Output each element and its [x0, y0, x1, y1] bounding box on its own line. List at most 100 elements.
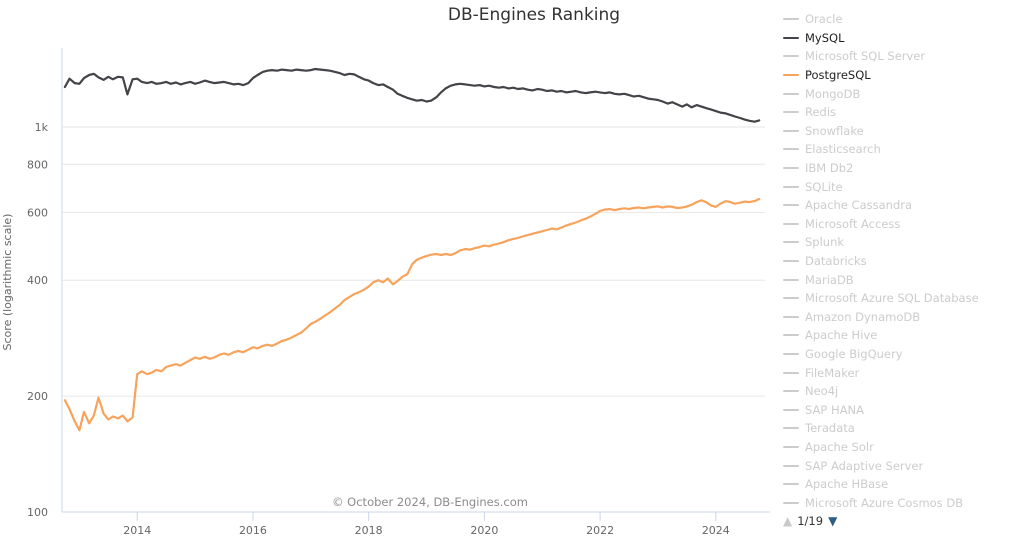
- legend-item-label: Databricks: [805, 254, 867, 269]
- legend-item-label: SAP HANA: [805, 402, 864, 417]
- y-tick-label: 400: [27, 274, 48, 287]
- legend-item-sap-hana[interactable]: SAP HANA: [783, 400, 1023, 419]
- legend-swatch-icon: [783, 297, 799, 300]
- legend-item-label: MongoDB: [805, 86, 861, 101]
- legend-item-snowflake[interactable]: Snowflake: [783, 122, 1023, 141]
- legend-item-label: Neo4j: [805, 384, 839, 399]
- legend-item-label: Splunk: [805, 235, 845, 250]
- legend-swatch-icon: [783, 352, 799, 355]
- legend-item-sap-adaptive-server[interactable]: SAP Adaptive Server: [783, 456, 1023, 475]
- legend-item-label: Oracle: [805, 12, 843, 27]
- legend-item-label: PostgreSQL: [805, 68, 871, 83]
- legend-item-redis[interactable]: Redis: [783, 103, 1023, 122]
- y-tick-label: 1k: [35, 121, 49, 134]
- legend-item-apache-solr[interactable]: Apache Solr: [783, 438, 1023, 457]
- x-tick-label: 2024: [702, 524, 730, 537]
- y-tick-label: 200: [27, 390, 48, 403]
- legend-swatch-icon: [783, 167, 799, 170]
- legend-swatch-icon: [783, 204, 799, 207]
- legend-swatch-icon: [783, 222, 799, 225]
- legend-swatch-icon: [783, 241, 799, 244]
- legend-swatch-icon: [783, 111, 799, 114]
- legend-item-label: IBM Db2: [805, 161, 854, 176]
- legend-pagination: ▲ 1/19 ▼: [783, 514, 837, 528]
- legend-swatch-icon: [783, 92, 799, 95]
- legend-item-label: MySQL: [805, 30, 845, 45]
- y-tick-label: 600: [27, 206, 48, 219]
- legend-item-mongodb[interactable]: MongoDB: [783, 84, 1023, 103]
- x-tick-label: 2022: [586, 524, 614, 537]
- legend-page-indicator: 1/19: [797, 514, 824, 528]
- legend-item-neo4j[interactable]: Neo4j: [783, 382, 1023, 401]
- credits-link[interactable]: © October 2024, DB-Engines.com: [332, 495, 528, 509]
- legend-item-apache-hbase[interactable]: Apache HBase: [783, 475, 1023, 494]
- x-tick-label: 2020: [470, 524, 498, 537]
- legend-page-up-icon[interactable]: ▲: [783, 514, 793, 528]
- legend-page-down-icon[interactable]: ▼: [828, 514, 838, 528]
- legend-item-ibm-db2[interactable]: IBM Db2: [783, 159, 1023, 178]
- legend-item-label: Apache Hive: [805, 328, 878, 343]
- legend-item-label: Google BigQuery: [805, 346, 903, 361]
- legend-swatch-icon: [783, 464, 799, 467]
- legend-swatch-icon: [783, 129, 799, 132]
- legend-swatch-icon: [783, 260, 799, 263]
- legend-item-elasticsearch[interactable]: Elasticsearch: [783, 140, 1023, 159]
- legend-swatch-icon: [783, 501, 799, 504]
- legend-swatch-icon: [783, 148, 799, 151]
- legend-item-label: Teradata: [805, 421, 855, 436]
- legend-item-label: SQLite: [805, 179, 843, 194]
- legend-item-apache-hive[interactable]: Apache Hive: [783, 326, 1023, 345]
- legend-item-filemaker[interactable]: FileMaker: [783, 363, 1023, 382]
- legend-item-label: SAP Adaptive Server: [805, 458, 924, 473]
- legend-item-splunk[interactable]: Splunk: [783, 233, 1023, 252]
- legend-swatch-icon: [783, 408, 799, 411]
- legend-swatch-icon: [783, 36, 799, 39]
- legend-swatch-icon: [783, 371, 799, 374]
- legend-item-microsoft-sql-server[interactable]: Microsoft SQL Server: [783, 47, 1023, 66]
- legend-swatch-icon: [783, 185, 799, 188]
- series-line-mysql[interactable]: [63, 67, 761, 123]
- legend-item-label: MariaDB: [805, 272, 854, 287]
- legend-swatch-icon: [783, 278, 799, 281]
- legend: Oracle MySQL Microsoft SQL Server PostgreSQ…: [783, 10, 1023, 512]
- legend-swatch-icon: [783, 445, 799, 448]
- legend-item-oracle[interactable]: Oracle: [783, 10, 1023, 29]
- legend-swatch-icon: [783, 315, 799, 318]
- legend-item-label: Microsoft Access: [805, 216, 901, 231]
- y-tick-label: 800: [27, 158, 48, 171]
- legend-item-mysql[interactable]: MySQL: [783, 29, 1023, 48]
- legend-item-amazon-dynamodb[interactable]: Amazon DynamoDB: [783, 308, 1023, 327]
- legend-item-label: Microsoft Azure SQL Database: [805, 291, 979, 306]
- legend-item-postgresql[interactable]: PostgreSQL: [783, 66, 1023, 85]
- legend-item-label: Snowflake: [805, 123, 864, 138]
- legend-item-microsoft-azure-cosmos-db[interactable]: Microsoft Azure Cosmos DB: [783, 493, 1023, 512]
- legend-item-label: Apache Solr: [805, 439, 874, 454]
- legend-swatch-icon: [783, 427, 799, 430]
- legend-item-databricks[interactable]: Databricks: [783, 252, 1023, 271]
- legend-item-label: Apache Cassandra: [805, 198, 913, 213]
- y-tick-label: 100: [27, 506, 48, 519]
- x-tick-label: 2016: [239, 524, 267, 537]
- legend-item-mariadb[interactable]: MariaDB: [783, 270, 1023, 289]
- legend-item-label: Elasticsearch: [805, 142, 881, 157]
- legend-item-microsoft-access[interactable]: Microsoft Access: [783, 215, 1023, 234]
- legend-swatch-icon: [783, 390, 799, 393]
- legend-item-apache-cassandra[interactable]: Apache Cassandra: [783, 196, 1023, 215]
- legend-item-label: Microsoft SQL Server: [805, 49, 926, 64]
- legend-item-google-bigquery[interactable]: Google BigQuery: [783, 345, 1023, 364]
- legend-swatch-icon: [783, 55, 799, 58]
- legend-item-label: Microsoft Azure Cosmos DB: [805, 495, 964, 510]
- chart-title: DB-Engines Ranking: [447, 5, 621, 25]
- legend-item-label: Amazon DynamoDB: [805, 309, 921, 324]
- legend-item-sqlite[interactable]: SQLite: [783, 177, 1023, 196]
- series-line-postgresql[interactable]: [63, 197, 761, 432]
- legend-swatch-icon: [783, 18, 799, 21]
- legend-item-label: Apache HBase: [805, 477, 889, 492]
- legend-item-microsoft-azure-sql-database[interactable]: Microsoft Azure SQL Database: [783, 289, 1023, 308]
- legend-item-teradata[interactable]: Teradata: [783, 419, 1023, 438]
- legend-swatch-icon: [783, 74, 799, 77]
- legend-swatch-icon: [783, 483, 799, 486]
- x-tick-label: 2014: [123, 524, 151, 537]
- legend-item-label: Redis: [805, 105, 837, 120]
